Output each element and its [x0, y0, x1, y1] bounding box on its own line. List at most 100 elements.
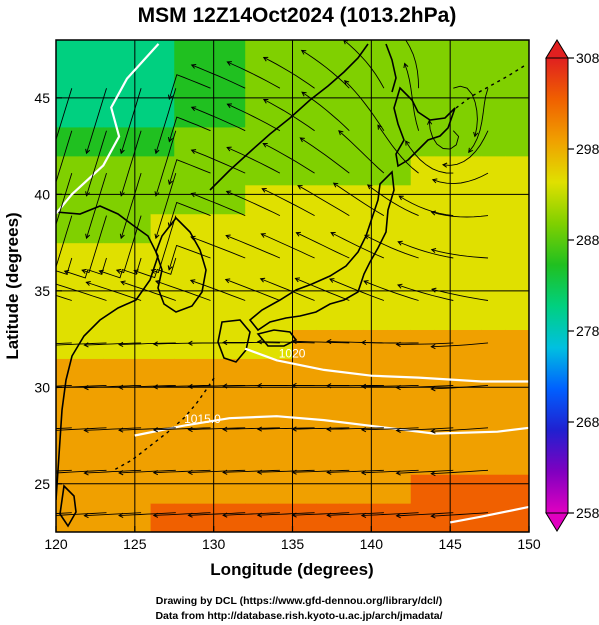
heat-cell	[150, 387, 175, 417]
streamline-arrowhead	[83, 427, 89, 433]
heat-cell	[410, 445, 435, 475]
streamline-arrowhead	[119, 148, 125, 155]
heat-cell	[505, 445, 529, 475]
heat-cell	[268, 416, 294, 446]
y-tick-label: 25	[34, 476, 50, 492]
heat-cell	[103, 40, 128, 70]
streamline	[257, 341, 315, 344]
heat-cell	[174, 387, 199, 417]
heat-cell	[126, 126, 152, 157]
colorbar-tick-label: 268	[576, 414, 599, 430]
coastline-taiwan	[59, 484, 77, 528]
heat-cell	[316, 503, 341, 532]
heat-cell	[481, 358, 506, 388]
streamline	[263, 57, 315, 89]
heat-cell	[458, 97, 483, 128]
heat-cell	[410, 126, 435, 157]
streamline	[292, 512, 350, 516]
heat-cell	[387, 97, 412, 128]
heat-cell	[387, 68, 412, 99]
heat-cell	[481, 329, 506, 359]
streamline-arrowhead	[118, 470, 124, 476]
heat-cell	[221, 184, 246, 215]
streamline	[442, 130, 489, 166]
isobar-label: 1020	[279, 346, 306, 360]
streamline	[56, 512, 107, 516]
streamline-arrowhead	[118, 341, 124, 348]
y-axis-title: Latitude (degrees)	[3, 212, 22, 359]
heat-cell	[268, 213, 294, 244]
streamline	[168, 74, 211, 100]
streamline	[404, 63, 420, 131]
streamline	[301, 50, 350, 89]
streamline	[188, 469, 246, 474]
streamline	[329, 278, 385, 301]
streamline	[56, 469, 107, 474]
heat-cell	[174, 474, 199, 504]
streamline	[227, 103, 281, 132]
heat-cell	[434, 97, 459, 128]
heat-cell	[56, 97, 81, 128]
heat-cell	[245, 445, 270, 475]
heat-cell	[268, 184, 294, 215]
streamline-arrowhead	[167, 222, 173, 228]
streamline	[86, 88, 107, 154]
streamline	[431, 469, 489, 475]
streamline	[405, 140, 454, 174]
streamline-arrowhead	[326, 383, 332, 389]
colorbar-tick-label: 308	[576, 50, 599, 66]
streamline-arrowhead	[405, 140, 410, 146]
heat-cell	[197, 445, 223, 475]
heat-cell	[339, 97, 365, 128]
streamline	[292, 427, 350, 430]
streamline-arrowhead	[50, 343, 54, 347]
streamline-arrowhead	[430, 428, 436, 434]
streamline-arrowhead	[377, 124, 383, 130]
heat-cell	[505, 271, 529, 302]
heat-cell	[292, 445, 317, 475]
streamline-arrowhead	[330, 231, 336, 237]
credit-drawing: Drawing by DCL (https://www.gfd-dennou.o…	[156, 595, 442, 607]
heat-cell	[221, 242, 246, 273]
streamline	[261, 233, 315, 259]
streamline-arrowhead	[152, 341, 158, 347]
heat-cell	[458, 445, 483, 475]
heat-cell	[56, 155, 81, 186]
heat-cell	[316, 40, 341, 70]
y-tick-label: 35	[34, 283, 50, 299]
heat-cell	[434, 358, 459, 388]
heat-cell	[363, 126, 388, 157]
colorbar-tick-label: 288	[576, 232, 599, 248]
heat-cell	[79, 474, 104, 504]
heat-cell	[410, 300, 435, 331]
x-tick-label: 130	[202, 536, 226, 552]
heat-cell	[268, 445, 294, 475]
streamline	[119, 469, 176, 474]
streamline	[155, 280, 211, 301]
heat-cell	[434, 68, 459, 99]
heat-cell	[174, 97, 199, 128]
streamline-arrowhead	[366, 184, 373, 190]
streamline	[361, 384, 419, 387]
streamline-arrowhead	[222, 383, 228, 389]
colorbar-tick-label: 278	[576, 323, 599, 339]
heat-cell	[150, 300, 175, 331]
streamline	[361, 427, 419, 431]
streamline	[225, 279, 281, 301]
heat-cell	[434, 184, 459, 215]
streamline	[397, 284, 454, 301]
streamline-arrowhead	[152, 427, 159, 433]
heat-cell	[268, 300, 294, 331]
streamline-arrowhead	[85, 191, 91, 197]
heat-cell	[197, 40, 223, 70]
heat-cell	[339, 68, 365, 99]
streamline-arrowhead	[222, 512, 228, 518]
streamline	[223, 469, 280, 473]
streamline-arrowhead	[155, 279, 161, 285]
streamline-arrowhead	[187, 469, 193, 475]
streamline-arrowhead	[294, 277, 300, 283]
streamline-arrowhead	[360, 383, 367, 389]
streamline	[453, 85, 478, 137]
streamline-arrowhead	[51, 234, 55, 238]
streamline-arrowhead	[301, 91, 307, 97]
